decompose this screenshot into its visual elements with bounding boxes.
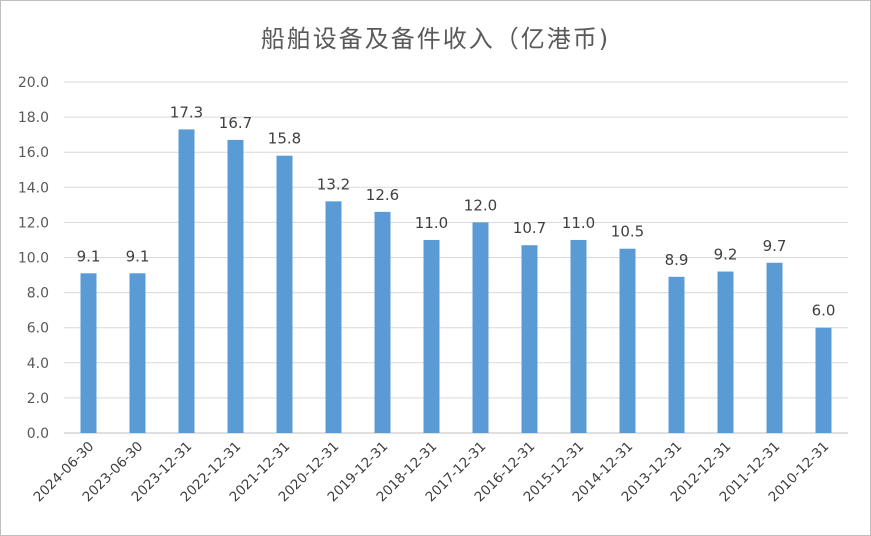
y-tick-label: 14.0 xyxy=(18,180,49,196)
bar xyxy=(325,201,342,433)
data-label: 13.2 xyxy=(317,175,350,193)
data-label: 6.0 xyxy=(812,302,836,320)
bar xyxy=(423,239,440,433)
y-tick-label: 2.0 xyxy=(27,391,49,407)
bars xyxy=(80,129,832,434)
bar xyxy=(374,211,391,433)
data-label: 15.8 xyxy=(268,130,301,148)
data-label: 12.0 xyxy=(464,196,497,214)
y-tick-label: 16.0 xyxy=(18,145,49,161)
bar xyxy=(472,222,489,433)
bar xyxy=(80,273,97,433)
data-label: 12.6 xyxy=(366,186,399,204)
data-label: 11.0 xyxy=(415,214,448,232)
bar xyxy=(766,262,783,433)
data-labels: 9.1 9.1 17.3 16.7 15.8 13.2 12.6 11.0 12.0 10.7 11… xyxy=(77,103,836,319)
y-tick-label: 4.0 xyxy=(27,356,49,372)
bar xyxy=(227,139,244,434)
data-label: 9.1 xyxy=(126,247,150,265)
y-tick-label: 10.0 xyxy=(18,251,49,267)
data-label: 16.7 xyxy=(219,114,252,132)
y-tick-label: 6.0 xyxy=(27,321,49,337)
bar xyxy=(717,271,734,433)
bar xyxy=(129,273,146,433)
bar xyxy=(815,327,832,433)
bar xyxy=(668,276,685,433)
y-axis-ticks: 0.0 2.0 4.0 6.0 8.0 10.0 12.0 14.0 16.0 18.0 20.0 xyxy=(18,75,49,442)
bar xyxy=(619,248,636,433)
bar xyxy=(178,129,195,433)
data-label: 10.7 xyxy=(513,219,546,237)
y-tick-label: 0.0 xyxy=(27,426,49,442)
y-tick-label: 8.0 xyxy=(27,286,49,302)
gridlines xyxy=(64,81,848,434)
y-tick-label: 20.0 xyxy=(18,75,49,91)
chart-title: 船舶设备及备件收入（亿港币) xyxy=(260,25,611,53)
y-tick-label: 18.0 xyxy=(18,110,49,126)
x-axis-categories: 2024-06-302023-06-302023-12-312022-12-31… xyxy=(31,439,833,506)
data-label: 9.1 xyxy=(77,247,101,265)
bar xyxy=(276,155,293,433)
data-label: 9.2 xyxy=(714,246,738,264)
data-label: 8.9 xyxy=(665,251,689,269)
data-label: 11.0 xyxy=(562,214,595,232)
bar xyxy=(570,239,587,433)
data-label: 17.3 xyxy=(170,103,203,121)
bar xyxy=(521,245,538,433)
data-label: 9.7 xyxy=(763,237,787,255)
y-tick-label: 12.0 xyxy=(18,215,49,231)
data-label: 10.5 xyxy=(611,223,644,241)
